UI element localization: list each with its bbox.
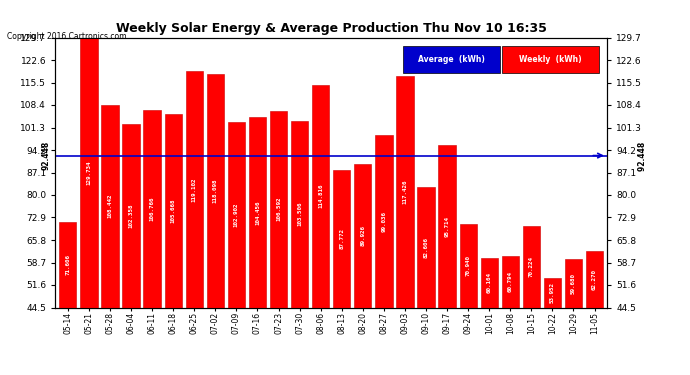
Text: 105.668: 105.668 — [170, 198, 176, 223]
Bar — [565, 260, 582, 308]
Bar — [375, 135, 393, 308]
Text: 70.940: 70.940 — [466, 255, 471, 276]
Bar — [544, 278, 561, 308]
Text: 118.098: 118.098 — [213, 178, 218, 203]
Bar — [417, 187, 435, 308]
Bar — [270, 111, 287, 308]
Text: Average  (kWh): Average (kWh) — [418, 55, 484, 64]
Text: 102.358: 102.358 — [128, 204, 134, 228]
Bar — [291, 120, 308, 308]
Bar — [523, 226, 540, 308]
FancyBboxPatch shape — [502, 46, 599, 73]
Text: 104.456: 104.456 — [255, 200, 260, 225]
Bar — [396, 76, 413, 308]
Text: 119.102: 119.102 — [192, 177, 197, 201]
Text: 114.816: 114.816 — [318, 184, 323, 209]
Text: 129.734: 129.734 — [86, 160, 91, 185]
Bar — [207, 74, 224, 307]
Text: 62.270: 62.270 — [592, 269, 597, 290]
Text: 89.926: 89.926 — [360, 225, 365, 246]
Bar — [354, 164, 371, 308]
Text: Copyright 2016 Cartronics.com: Copyright 2016 Cartronics.com — [7, 32, 126, 41]
Bar — [164, 114, 182, 308]
Text: 60.164: 60.164 — [486, 272, 492, 293]
Bar — [80, 38, 97, 308]
Bar — [59, 222, 77, 308]
Text: 59.680: 59.680 — [571, 273, 576, 294]
Bar — [144, 110, 161, 308]
Text: 71.606: 71.606 — [66, 254, 70, 275]
Bar — [101, 105, 119, 308]
Text: 108.442: 108.442 — [108, 194, 112, 218]
Text: 92.448: 92.448 — [638, 140, 647, 171]
Text: 99.036: 99.036 — [382, 211, 386, 232]
Bar — [122, 124, 139, 308]
Text: 95.714: 95.714 — [444, 216, 450, 237]
Text: 117.426: 117.426 — [402, 180, 407, 204]
Text: 102.902: 102.902 — [234, 203, 239, 227]
Bar — [228, 122, 245, 308]
Text: 87.772: 87.772 — [339, 228, 344, 249]
Text: 106.766: 106.766 — [150, 196, 155, 221]
Text: 103.506: 103.506 — [297, 202, 302, 226]
Text: 92.448: 92.448 — [42, 141, 51, 170]
Bar — [438, 145, 455, 308]
Text: 82.606: 82.606 — [424, 237, 428, 258]
Title: Weekly Solar Energy & Average Production Thu Nov 10 16:35: Weekly Solar Energy & Average Production… — [116, 22, 546, 35]
Text: Weekly  (kWh): Weekly (kWh) — [520, 55, 582, 64]
Text: 60.794: 60.794 — [508, 271, 513, 292]
FancyBboxPatch shape — [403, 46, 500, 73]
Text: 70.224: 70.224 — [529, 256, 534, 277]
Bar — [249, 117, 266, 308]
Bar — [460, 224, 477, 308]
Text: 53.952: 53.952 — [550, 282, 555, 303]
Bar — [502, 256, 519, 308]
Text: 106.592: 106.592 — [276, 197, 281, 221]
Bar — [312, 85, 329, 308]
Bar — [586, 251, 603, 308]
Bar — [333, 170, 351, 308]
Bar — [186, 71, 203, 308]
Bar — [480, 258, 498, 308]
